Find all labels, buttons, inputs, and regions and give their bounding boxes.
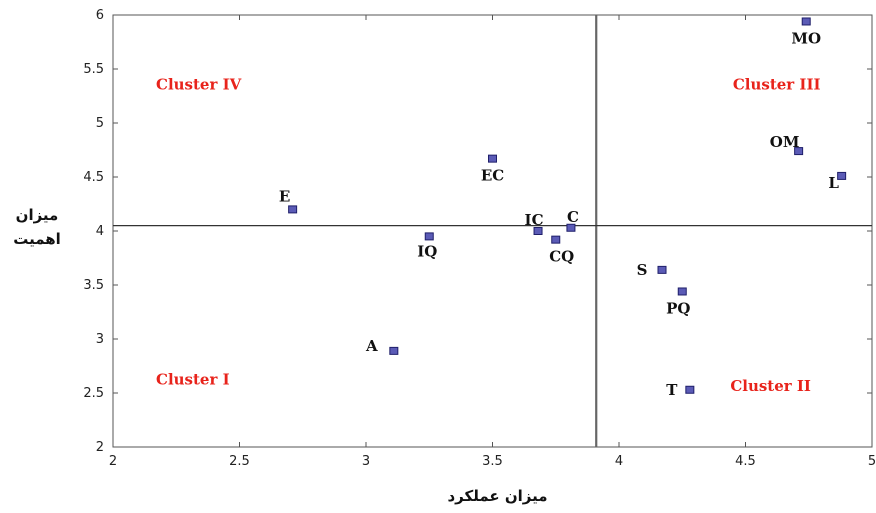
reference-lines xyxy=(113,15,872,447)
y-tick-label: 5 xyxy=(96,116,104,131)
y-tick-label: 3.5 xyxy=(83,278,104,293)
cluster-label: Cluster IV xyxy=(156,76,242,94)
y-tick-label: 2 xyxy=(96,440,104,455)
data-label-t: T xyxy=(666,381,678,399)
y-tick-label: 6 xyxy=(96,8,104,23)
data-label-cq: CQ xyxy=(549,248,574,266)
data-label-ec: EC xyxy=(481,167,504,185)
data-label-ic: IC xyxy=(525,211,544,229)
data-point-t xyxy=(685,385,695,394)
y-tick-label: 3 xyxy=(96,332,104,347)
data-label-iq: IQ xyxy=(417,242,437,260)
data-point-pq xyxy=(677,287,687,296)
data-label-pq: PQ xyxy=(666,299,690,317)
x-axis-title: میزان عملکرد xyxy=(447,487,547,505)
data-point-a xyxy=(389,346,399,355)
cluster-label: Cluster I xyxy=(156,370,230,388)
x-tick-label: 3 xyxy=(362,454,370,469)
data-point-ec xyxy=(488,154,497,163)
cluster-labels: Cluster IV Cluster III Cluster I Cluster II xyxy=(156,76,820,395)
y-tick-label: 4.5 xyxy=(83,170,104,185)
data-label-e: E xyxy=(279,187,290,205)
y-tick-label: 4 xyxy=(96,224,104,239)
data-point-ic xyxy=(533,227,543,235)
data-point-iq xyxy=(424,232,434,241)
y-tick-label: 2.5 xyxy=(83,386,104,401)
data-point-e xyxy=(288,205,298,214)
y-axis-title-line-1: میزان xyxy=(16,206,59,224)
axis-titles: میزان عملکرد میزان اهمیت xyxy=(13,206,547,505)
x-tick-label: 4 xyxy=(615,454,623,469)
axis-ticks: 2 2.5 3 3.5 4 4.5 5 2 2.5 3 3.5 4 4.5 5 5.5 6 xyxy=(83,8,876,469)
data-point-c xyxy=(566,223,576,232)
data-points: MO OM L EC E IQ IC C CQ S PQ A T xyxy=(279,17,847,399)
y-tick-label: 5.5 xyxy=(83,62,104,77)
data-label-c: C xyxy=(567,208,579,226)
data-point-s xyxy=(657,265,667,274)
data-point-om xyxy=(794,147,804,156)
x-tick-label: 3.5 xyxy=(482,454,503,469)
cluster-label: Cluster II xyxy=(730,377,811,395)
x-tick-label: 4.5 xyxy=(735,454,756,469)
x-tick-label: 2 xyxy=(109,454,117,469)
data-label-s: S xyxy=(637,261,648,279)
x-tick-label: 2.5 xyxy=(229,454,250,469)
x-tick-label: 5 xyxy=(868,454,876,469)
data-label-om: OM xyxy=(770,133,800,151)
cluster-label: Cluster III xyxy=(733,76,821,94)
data-point-cq xyxy=(551,235,561,244)
data-point-mo xyxy=(801,17,811,26)
data-label-l: L xyxy=(828,174,839,192)
data-point-l xyxy=(837,171,847,180)
data-label-mo: MO xyxy=(791,29,821,47)
data-label-a: A xyxy=(365,337,378,355)
y-axis-title-line-2: اهمیت xyxy=(13,230,61,248)
